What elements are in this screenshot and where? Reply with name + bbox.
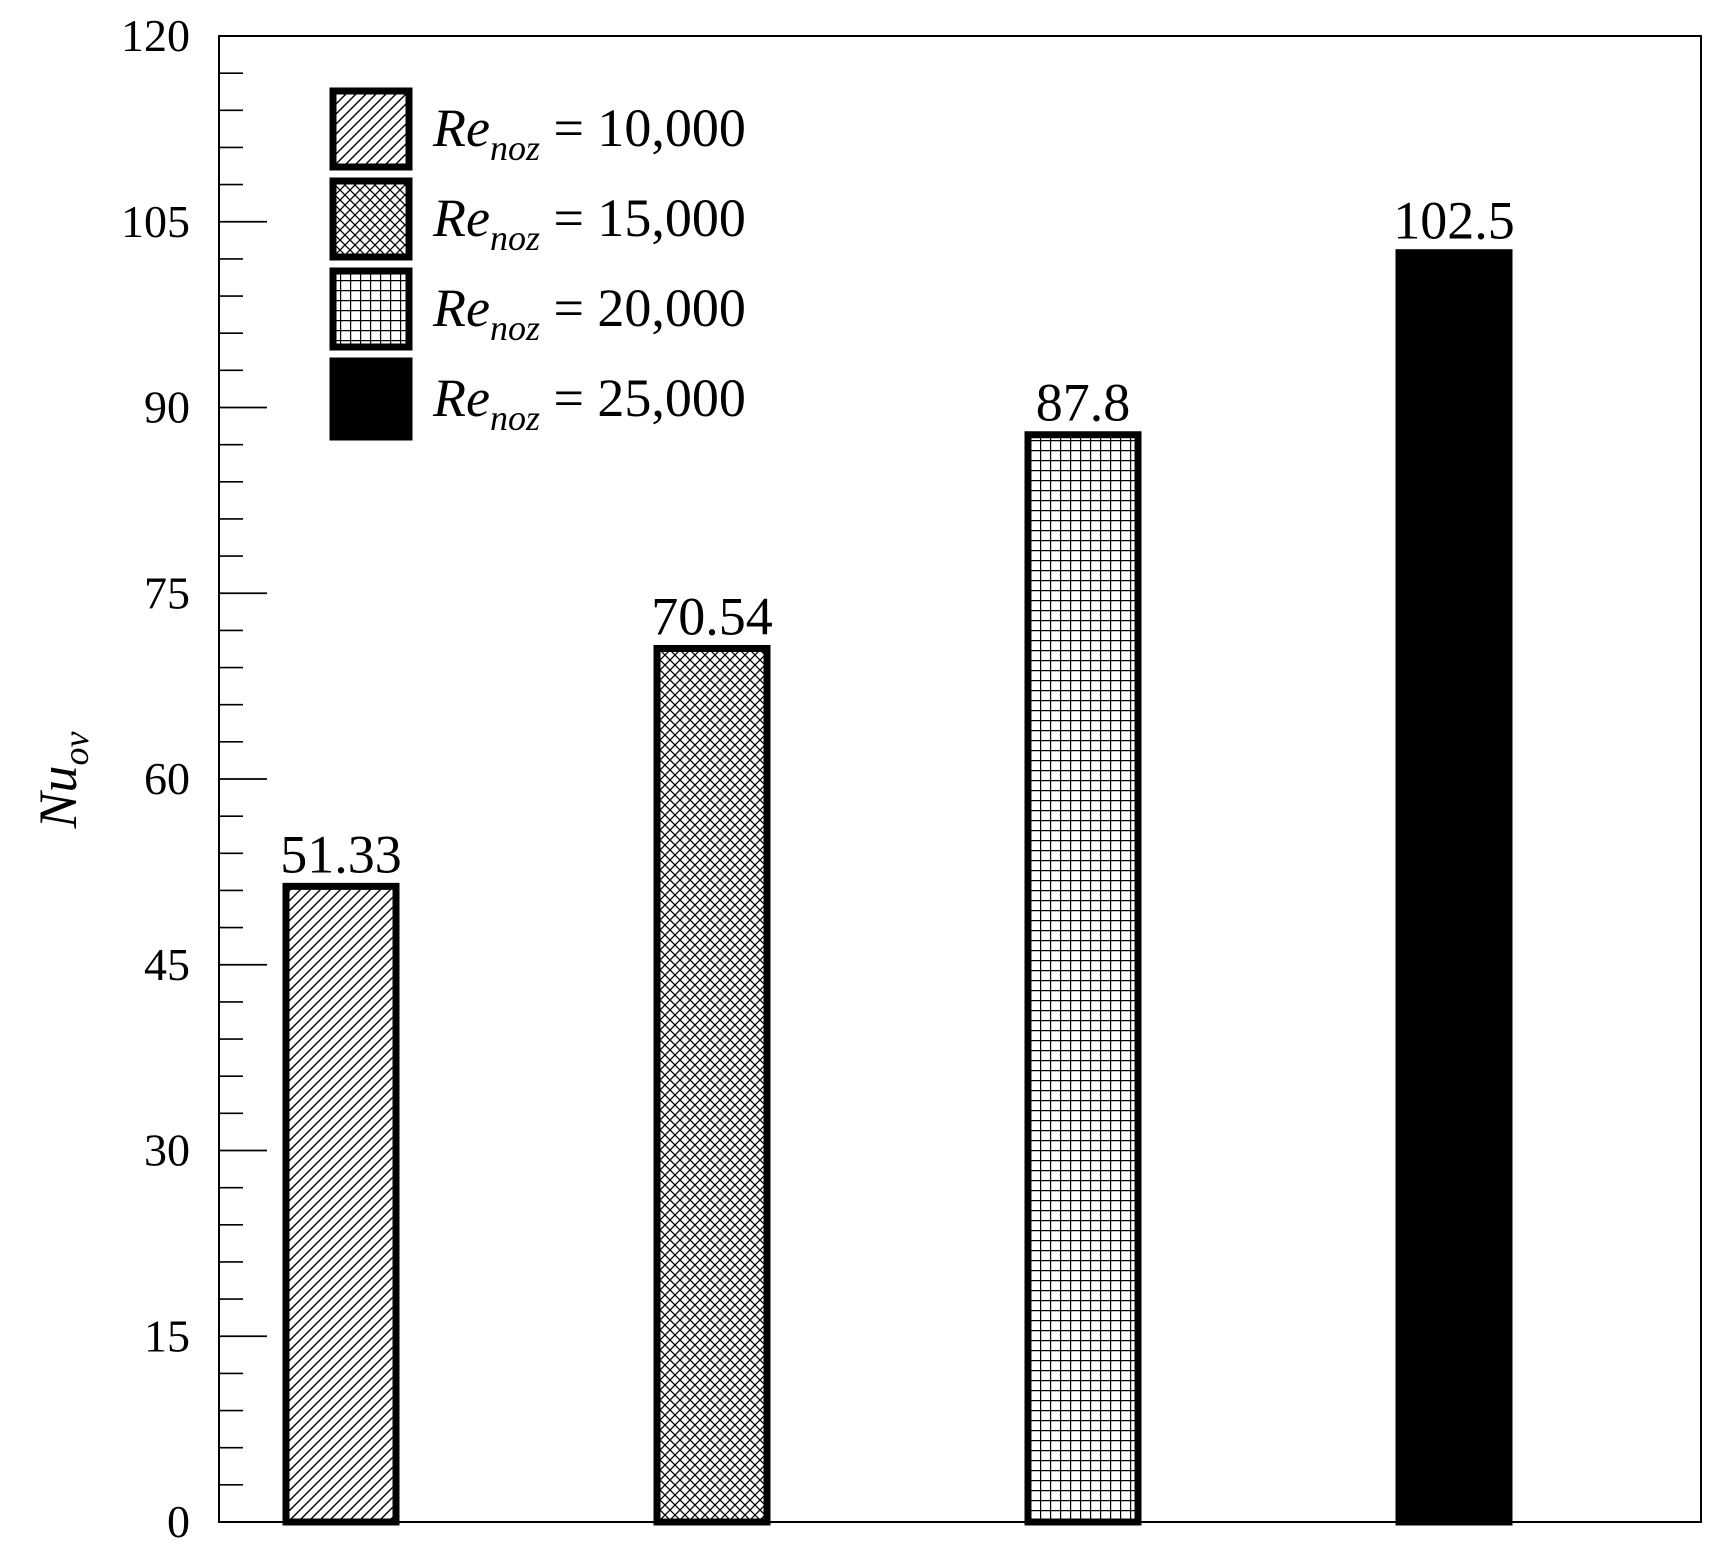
- legend-label: Renoz = 20,000: [432, 278, 746, 348]
- legend-item: Renoz = 10,000: [329, 87, 746, 171]
- legend-item: Renoz = 20,000: [329, 267, 746, 351]
- legend-label-subscript: noz: [490, 308, 540, 348]
- legend-swatch: [329, 87, 413, 171]
- y-tick-label: 0: [167, 1496, 190, 1547]
- y-axis-title: Nuov: [28, 731, 96, 829]
- y-tick-label: 75: [144, 567, 190, 618]
- legend-label: Renoz = 15,000: [432, 188, 746, 258]
- y-axis: 0 15 30 45 60 75 90 105 120: [121, 10, 267, 1547]
- y-tick-label: 120: [121, 10, 190, 61]
- bar-value-label: 51.33: [280, 824, 402, 884]
- legend-label-subscript: noz: [490, 398, 540, 438]
- y-tick-label: 30: [144, 1125, 190, 1176]
- legend-label-symbol: Re: [432, 98, 490, 158]
- bar: [282, 882, 400, 1526]
- legend-label-subscript: noz: [490, 128, 540, 168]
- legend-label-value: = 25,000: [540, 368, 746, 428]
- legend-label-value: = 20,000: [540, 278, 746, 338]
- y-tick-label: 105: [121, 196, 190, 247]
- legend-label-symbol: Re: [432, 188, 490, 248]
- legend-item: Renoz = 15,000: [329, 177, 746, 261]
- legend-label: Renoz = 25,000: [432, 368, 746, 438]
- legend-label-subscript: noz: [490, 218, 540, 258]
- bar: [1024, 431, 1142, 1526]
- legend-swatch: [329, 357, 413, 441]
- bar-value-label: 102.5: [1393, 191, 1515, 251]
- legend-label-value: = 10,000: [540, 98, 746, 158]
- legend-swatch: [329, 267, 413, 351]
- legend-swatch: [329, 177, 413, 261]
- bars-group: [282, 249, 1513, 1526]
- bar-value-label: 87.8: [1036, 373, 1131, 433]
- legend-item: Renoz = 25,000: [329, 357, 746, 441]
- y-axis-title-sub: ov: [56, 731, 96, 765]
- legend-label-symbol: Re: [432, 278, 490, 338]
- y-axis-title-main: Nu: [28, 765, 88, 829]
- y-tick-label: 15: [144, 1310, 190, 1361]
- y-tick-label: 60: [144, 753, 190, 804]
- y-tick-label: 45: [144, 939, 190, 990]
- legend-label-symbol: Re: [432, 368, 490, 428]
- data-labels-group: 51.33 70.54 87.8 102.5: [280, 191, 1515, 885]
- bar: [1395, 249, 1513, 1526]
- legend-label-value: = 15,000: [540, 188, 746, 248]
- bar: [653, 644, 771, 1526]
- legend-label: Renoz = 10,000: [432, 98, 746, 168]
- bar-value-label: 70.54: [651, 586, 773, 646]
- y-tick-label: 90: [144, 382, 190, 433]
